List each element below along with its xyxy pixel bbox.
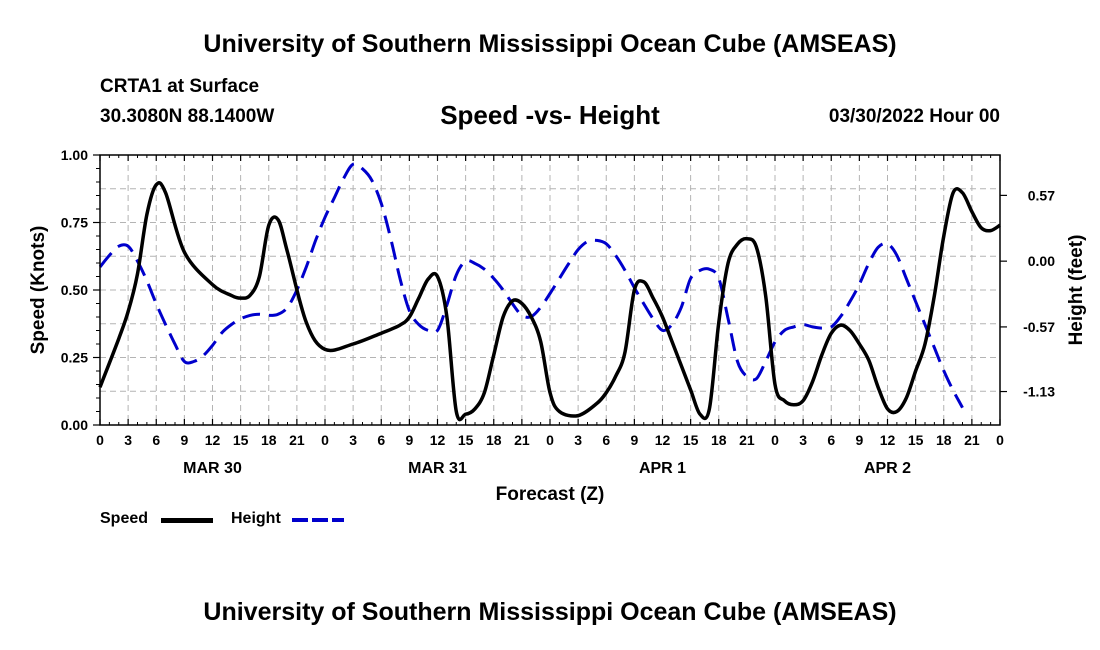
- grid: [100, 155, 1000, 425]
- x-tick-label: 0: [771, 432, 779, 448]
- x-tick-label: 12: [880, 432, 896, 448]
- x-tick-label: 3: [574, 432, 582, 448]
- y-tick-label-left: 0.50: [61, 282, 88, 298]
- series: [98, 162, 1001, 422]
- x-tick-label: 21: [514, 432, 530, 448]
- x-tick-label: 18: [261, 432, 277, 448]
- x-tick-label: 21: [289, 432, 305, 448]
- x-tick-label: 15: [458, 432, 474, 448]
- x-tick-label: 3: [349, 432, 357, 448]
- x-tick-label: 9: [855, 432, 863, 448]
- x-axis-title: Forecast (Z): [496, 484, 605, 505]
- y-tick-label-right: -0.57: [1023, 319, 1055, 335]
- x-day-label: APR 2: [864, 460, 911, 477]
- axis-labels: 0 3 6 9 12 15 18 21 0 3 6 9 12 15 18 21 0 3 6 9 12 15 18 21 0 3 6 9…: [61, 147, 1055, 477]
- y-axis-title-right: Height (feet): [1066, 235, 1087, 346]
- x-tick-label: 6: [152, 432, 160, 448]
- footer-title: University of Southern Mississippi Ocean…: [203, 598, 897, 626]
- x-tick-label: 0: [321, 432, 329, 448]
- x-tick-label: 9: [180, 432, 188, 448]
- x-tick-label: 18: [936, 432, 952, 448]
- x-tick-label: 21: [964, 432, 980, 448]
- height-series-line: [98, 162, 964, 409]
- y-tick-label-right: 0.57: [1028, 187, 1055, 203]
- x-day-label: MAR 31: [408, 460, 467, 477]
- x-tick-label: 3: [124, 432, 132, 448]
- y-tick-label-left: 1.00: [61, 147, 88, 163]
- x-tick-label: 15: [683, 432, 699, 448]
- station-name: CRTA1 at Surface: [100, 76, 260, 97]
- y-tick-label-right: 0.00: [1028, 253, 1055, 269]
- y-tick-label-left: 0.75: [61, 215, 88, 231]
- y-tick-label-right: -1.13: [1023, 384, 1055, 400]
- x-tick-label: 9: [630, 432, 638, 448]
- axis-ticks: [93, 154, 1007, 426]
- y-tick-label-left: 0.00: [61, 417, 88, 433]
- station-coordinates: 30.3080N 88.1400W: [100, 106, 275, 127]
- x-tick-label: 6: [827, 432, 835, 448]
- x-day-label: APR 1: [639, 460, 686, 477]
- forecast-datetime: 03/30/2022 Hour 00: [828, 106, 1000, 127]
- x-tick-label: 9: [405, 432, 413, 448]
- y-axis-title-left: Speed (Knots): [28, 226, 49, 355]
- x-tick-label: 15: [908, 432, 924, 448]
- x-tick-label: 0: [96, 432, 104, 448]
- x-tick-label: 12: [430, 432, 446, 448]
- x-tick-label: 12: [205, 432, 221, 448]
- x-tick-label: 12: [655, 432, 671, 448]
- page-title: University of Southern Mississippi Ocean…: [203, 30, 897, 58]
- x-tick-label: 0: [546, 432, 554, 448]
- x-day-label: MAR 30: [183, 460, 242, 477]
- legend-height-label: Height: [231, 510, 281, 527]
- x-tick-label: 15: [233, 432, 249, 448]
- x-tick-label: 6: [377, 432, 385, 448]
- y-tick-label-left: 0.25: [61, 350, 88, 366]
- x-tick-label: 18: [486, 432, 502, 448]
- x-tick-label: 0: [996, 432, 1004, 448]
- speed-series-line: [98, 180, 1001, 422]
- legend-height-swatch: [292, 518, 344, 522]
- chart-title: Speed -vs- Height: [440, 100, 660, 130]
- legend-speed-swatch: [161, 518, 213, 523]
- x-tick-label: 21: [739, 432, 755, 448]
- x-tick-label: 6: [602, 432, 610, 448]
- x-tick-label: 3: [799, 432, 807, 448]
- legend-speed-label: Speed: [100, 510, 149, 527]
- x-tick-label: 18: [711, 432, 727, 448]
